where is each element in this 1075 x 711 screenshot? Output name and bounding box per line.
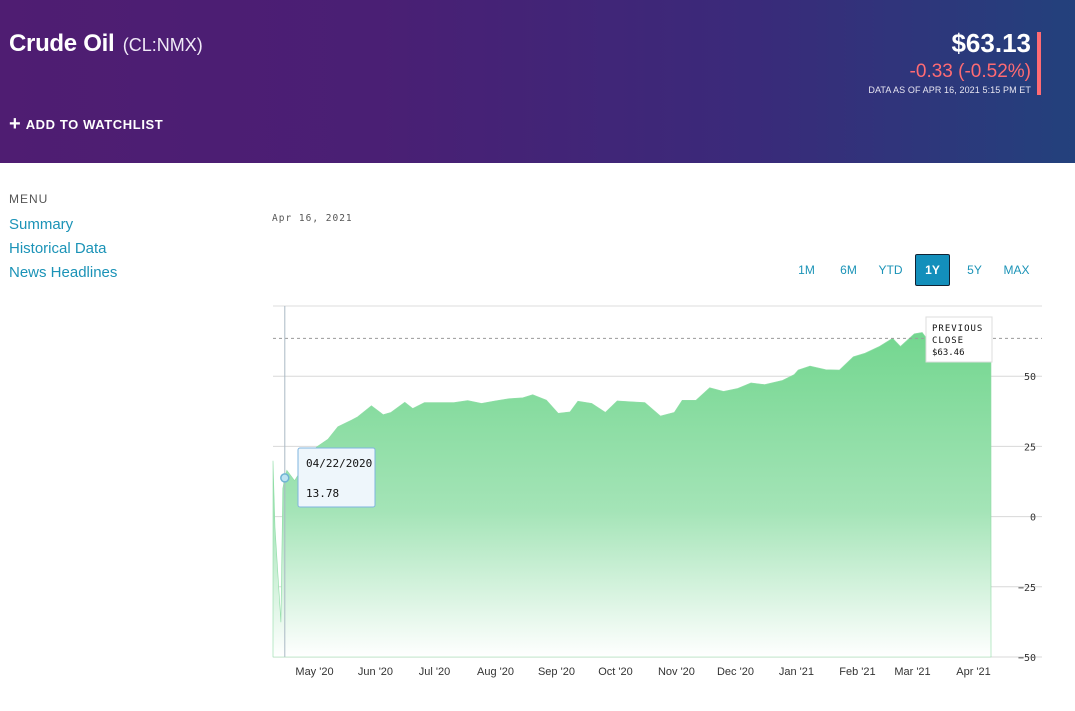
previous-close-title-2: CLOSE	[932, 336, 964, 346]
y-tick-label: 25	[1024, 442, 1036, 453]
range-button-1y[interactable]: 1Y	[915, 254, 950, 286]
add-to-watchlist-button[interactable]: + ADD TO WATCHLIST	[9, 113, 164, 135]
x-tick-label: Sep '20	[538, 666, 575, 678]
y-tick-label: 50	[1024, 372, 1036, 383]
instrument-title: Crude Oil (CL:NMX)	[9, 30, 203, 58]
menu-heading: MENU	[9, 192, 49, 206]
x-tick-label: Apr '21	[956, 666, 991, 678]
previous-close-label: PREVIOUS CLOSE $63.46	[925, 316, 993, 363]
y-tick-label: 0	[1030, 513, 1036, 524]
x-tick-label: Dec '20	[717, 666, 754, 678]
side-menu: MENU Summary Historical Data News Headli…	[9, 192, 117, 288]
x-tick-label: Jan '21	[779, 666, 814, 678]
quote-header: Crude Oil (CL:NMX) + ADD TO WATCHLIST $6…	[0, 0, 1075, 163]
tooltip-value: 13.78	[306, 487, 339, 500]
x-tick-label: Oct '20	[598, 666, 633, 678]
menu-item-historical-data[interactable]: Historical Data	[9, 240, 107, 257]
data-timestamp: DATA AS OF APR 16, 2021 5:15 PM ET	[868, 85, 1031, 95]
x-tick-label: Nov '20	[658, 666, 695, 678]
previous-close-value: $63.46	[932, 348, 965, 358]
range-button-max[interactable]: MAX	[1003, 263, 1030, 277]
last-price: $63.13	[951, 28, 1031, 58]
hover-point	[280, 473, 290, 483]
x-tick-label: Jul '20	[419, 666, 450, 678]
range-button-ytd[interactable]: YTD	[878, 263, 903, 277]
x-tick-label: Jun '20	[358, 666, 393, 678]
x-tick-label: Feb '21	[839, 666, 875, 678]
previous-close-title-1: PREVIOUS	[932, 324, 983, 334]
ticker-symbol: (CL:NMX)	[122, 35, 203, 55]
x-tick-label: Mar '21	[894, 666, 930, 678]
change-indicator-bar	[1037, 32, 1041, 95]
add-to-watchlist-label: ADD TO WATCHLIST	[25, 116, 164, 132]
menu-item-summary[interactable]: Summary	[9, 216, 74, 233]
price-change: -0.33 (-0.52%)	[909, 61, 1031, 82]
hover-tooltip: 04/22/2020 13.78	[297, 447, 376, 508]
plus-icon: +	[9, 113, 21, 135]
y-tick-label: −25	[1018, 583, 1036, 594]
range-button-6m[interactable]: 6M	[840, 263, 857, 277]
range-button-1m[interactable]: 1M	[798, 263, 815, 277]
x-tick-label: May '20	[295, 666, 333, 678]
chart-date-label: Apr 16, 2021	[272, 213, 353, 224]
page-title: Crude Oil	[9, 30, 115, 57]
tooltip-date: 04/22/2020	[306, 457, 372, 470]
menu-item-news-headlines[interactable]: News Headlines	[9, 264, 118, 281]
range-button-5y[interactable]: 5Y	[967, 263, 982, 277]
range-selector: 1M 6M YTD 1Y 5Y MAX	[789, 254, 1041, 286]
quote-summary: $63.13 -0.33 (-0.52%) DATA AS OF APR 16,…	[868, 28, 1031, 95]
x-tick-label: Aug '20	[477, 666, 514, 678]
y-tick-label: −50	[1018, 653, 1036, 664]
price-area	[272, 332, 992, 658]
